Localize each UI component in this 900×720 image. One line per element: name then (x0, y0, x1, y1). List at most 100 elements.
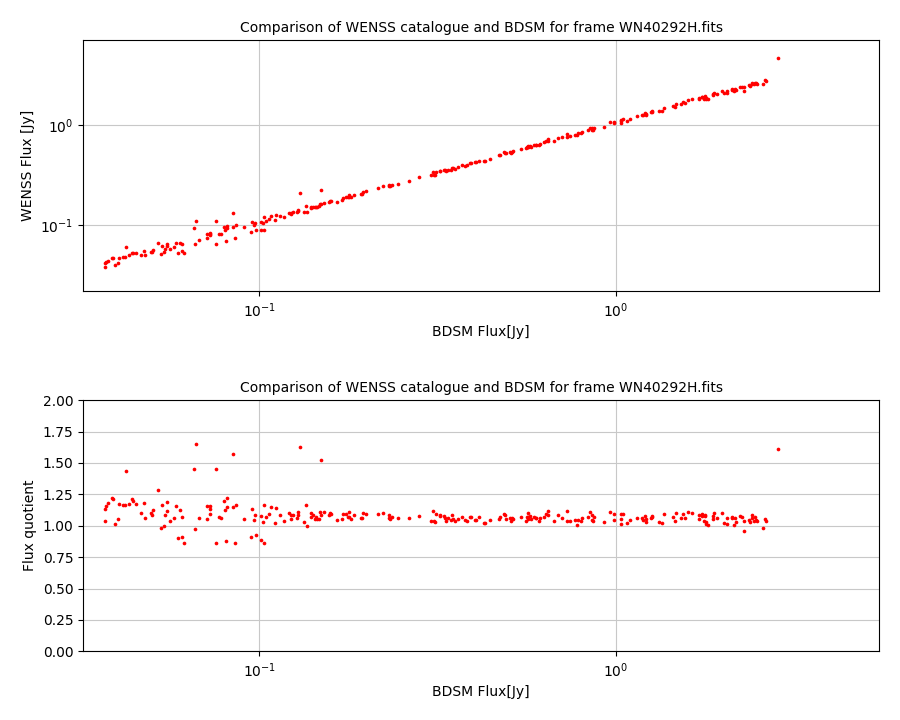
Point (528, 513, 543, 524)
Point (248, 224, 263, 235)
Point (499, 513, 513, 524)
Point (300, 206, 314, 217)
Point (638, 108, 652, 120)
Point (468, 157, 482, 168)
Point (99, 256, 113, 268)
Point (562, 130, 577, 142)
Point (137, 245, 151, 256)
Point (614, 115, 628, 127)
Point (382, 513, 397, 525)
Point (375, 181, 390, 192)
Point (506, 145, 520, 157)
Point (436, 510, 451, 522)
Point (322, 507, 337, 518)
Point (273, 210, 287, 222)
Point (745, 77, 760, 89)
Point (652, 105, 667, 117)
Point (209, 238, 223, 250)
Point (228, 233, 242, 244)
Point (209, 538, 223, 549)
Point (698, 510, 712, 522)
Point (698, 518, 713, 529)
Point (212, 228, 226, 240)
Point (158, 510, 172, 521)
Point (750, 515, 764, 526)
Point (666, 100, 680, 112)
Point (172, 237, 186, 248)
X-axis label: BDSM Flux[Jy]: BDSM Flux[Jy] (432, 685, 530, 699)
Point (359, 186, 374, 197)
Point (306, 201, 320, 212)
Point (555, 512, 570, 523)
Point (675, 96, 689, 108)
Point (698, 90, 713, 102)
Point (619, 518, 634, 529)
Point (560, 515, 574, 526)
Point (133, 249, 148, 261)
Point (111, 513, 125, 525)
Point (669, 508, 683, 519)
Point (385, 179, 400, 191)
Point (159, 238, 174, 250)
Point (329, 196, 344, 207)
Point (478, 155, 492, 166)
Point (238, 513, 252, 524)
Point (160, 505, 175, 516)
Point (699, 92, 714, 104)
Point (382, 179, 397, 191)
Point (547, 515, 562, 526)
Point (297, 516, 311, 528)
Point (427, 169, 441, 181)
Point (98, 258, 112, 269)
Point (719, 87, 733, 99)
Point (427, 516, 441, 527)
Point (277, 211, 292, 222)
Point (736, 81, 751, 93)
Point (446, 513, 461, 524)
Point (355, 188, 369, 199)
Point (126, 495, 140, 507)
Point (284, 207, 298, 219)
Point (719, 518, 733, 529)
Point (226, 221, 240, 233)
Point (291, 204, 305, 216)
Point (638, 510, 652, 522)
Point (335, 513, 349, 525)
Point (547, 135, 562, 146)
Point (312, 513, 327, 525)
Point (159, 496, 174, 508)
Point (336, 192, 350, 204)
Point (426, 505, 440, 517)
Point (597, 121, 611, 132)
Point (257, 499, 272, 510)
Point (695, 91, 709, 102)
Point (262, 508, 276, 520)
Point (477, 517, 491, 528)
Point (292, 441, 307, 452)
Point (145, 246, 159, 258)
Point (112, 499, 126, 510)
Point (171, 247, 185, 258)
Point (537, 511, 552, 523)
Point (321, 197, 336, 208)
Point (608, 514, 622, 526)
Point (538, 508, 553, 519)
Point (749, 514, 763, 526)
Point (681, 94, 696, 106)
Point (202, 508, 217, 519)
Point (464, 512, 478, 523)
Point (725, 84, 740, 95)
Point (324, 508, 338, 520)
Point (119, 466, 133, 477)
Point (255, 510, 269, 522)
Point (742, 514, 757, 526)
Point (145, 510, 159, 521)
Point (639, 108, 653, 120)
Point (257, 225, 272, 236)
Point (247, 515, 261, 526)
Point (551, 510, 565, 521)
Point (717, 517, 732, 528)
Point (310, 201, 325, 212)
Point (529, 512, 544, 523)
Point (309, 511, 323, 523)
